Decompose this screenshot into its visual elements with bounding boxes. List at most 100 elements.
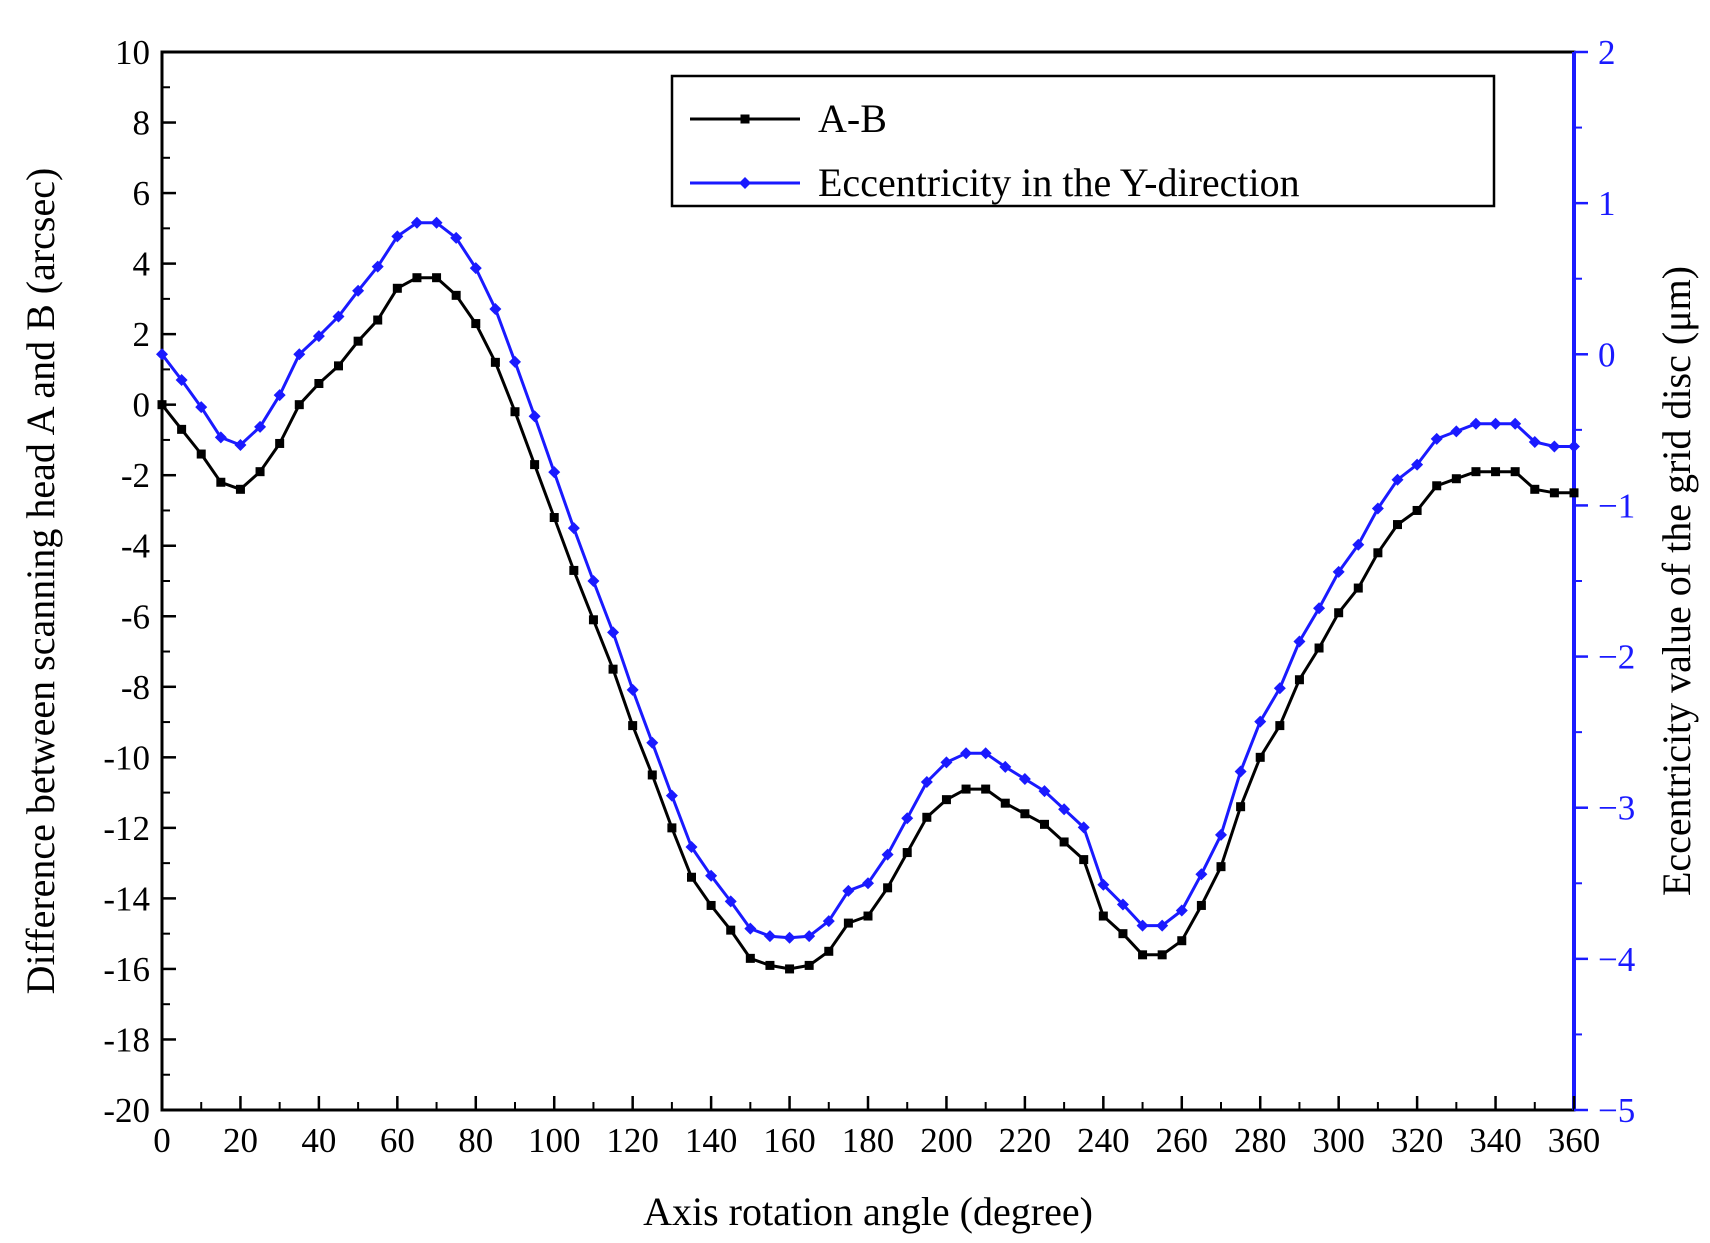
data-point-a-b (451, 290, 461, 300)
data-point-a-b (1510, 467, 1520, 477)
data-point-eccentricity (214, 431, 227, 444)
data-point-a-b (687, 872, 696, 882)
data-point-a-b (745, 953, 755, 963)
data-point-eccentricity (705, 869, 718, 882)
data-point-a-b (471, 319, 481, 329)
data-point-a-b (588, 615, 598, 625)
data-point-eccentricity (862, 877, 874, 890)
data-point-a-b (706, 900, 716, 910)
x-tick-label: 140 (685, 1121, 738, 1160)
data-point-a-b (432, 273, 442, 283)
x-tick-label: 60 (380, 1121, 415, 1160)
data-point-a-b (785, 964, 795, 974)
data-point-a-b (1471, 467, 1481, 477)
data-point-a-b (902, 848, 912, 858)
data-point-a-b (1314, 643, 1324, 653)
data-point-eccentricity (430, 216, 443, 229)
legend-box (670, 74, 1496, 208)
data-point-a-b (863, 911, 873, 921)
data-point-eccentricity (763, 930, 776, 943)
legend-label: Eccentricity in the Y-direction (818, 160, 1300, 205)
data-point-eccentricity (1411, 458, 1424, 471)
data-point-eccentricity (254, 420, 267, 433)
x-tick-label: 20 (223, 1121, 258, 1160)
data-point-eccentricity (1352, 538, 1365, 551)
data-point-a-b (1098, 911, 1108, 921)
data-point-eccentricity (1195, 868, 1208, 881)
data-point-a-b (961, 784, 971, 794)
data-point-eccentricity (450, 231, 463, 244)
data-point-eccentricity (587, 575, 600, 587)
data-point-a-b (216, 477, 226, 487)
data-point-eccentricity (1568, 440, 1580, 453)
data-point-a-b (1491, 467, 1501, 477)
data-point-a-b (765, 960, 775, 970)
data-point-eccentricity (1548, 440, 1561, 453)
data-point-eccentricity (1077, 821, 1090, 834)
data-point-eccentricity (626, 683, 639, 696)
data-point-a-b (1059, 837, 1069, 847)
data-point-eccentricity (234, 438, 247, 451)
data-point-eccentricity (1018, 772, 1031, 785)
data-point-eccentricity (1469, 417, 1482, 430)
data-point-a-b (412, 273, 422, 283)
data-point-a-b (1255, 752, 1265, 762)
data-point-eccentricity (999, 760, 1012, 773)
y-right-tick-label: −4 (1598, 940, 1635, 979)
y-left-tick-label: 4 (133, 245, 151, 284)
y-left-tick-label: 8 (133, 104, 151, 143)
y-right-tick-label: −3 (1598, 789, 1635, 828)
x-tick-label: 200 (920, 1121, 973, 1160)
x-tick-label: 300 (1312, 1121, 1365, 1160)
data-point-eccentricity (1038, 785, 1051, 798)
data-point-eccentricity (1430, 432, 1443, 445)
right-y-axis-title: Eccentricity value of the grid disc (μm) (1654, 266, 1699, 896)
x-tick-label: 220 (999, 1121, 1052, 1160)
y-left-tick-label: -20 (103, 1091, 150, 1130)
data-point-eccentricity (273, 389, 286, 402)
data-point-eccentricity (724, 895, 737, 908)
data-point-a-b (1216, 862, 1226, 872)
data-point-eccentricity (646, 736, 659, 749)
data-point-a-b (334, 361, 343, 371)
data-point-eccentricity (1509, 417, 1522, 430)
data-point-a-b (353, 336, 363, 346)
left-y-axis: 10 8 6 4 2 0 -2 -4 -6 -8 -10 -12 -14 -16 -18 -20 (103, 33, 176, 1130)
data-point-eccentricity (842, 884, 855, 897)
y-left-tick-label: -18 (103, 1020, 150, 1059)
data-point-eccentricity (783, 931, 796, 944)
data-point-eccentricity (175, 373, 188, 386)
x-tick-label: 40 (301, 1121, 336, 1160)
y-right-tick-label: −2 (1598, 638, 1635, 677)
y-right-tick-label: 2 (1598, 33, 1616, 72)
data-point-eccentricity (293, 348, 306, 361)
x-tick-label: 160 (763, 1121, 816, 1160)
data-point-a-b (667, 823, 677, 833)
legend-item-a-b: A-B (690, 96, 887, 141)
data-point-eccentricity (1273, 682, 1286, 695)
x-tick-label: 80 (458, 1121, 493, 1160)
data-point-eccentricity (1234, 765, 1247, 778)
data-point-eccentricity (410, 216, 423, 229)
data-point-eccentricity (803, 930, 816, 943)
data-point-eccentricity (156, 348, 168, 361)
data-point-eccentricity (509, 355, 521, 368)
data-point-eccentricity (665, 789, 678, 802)
data-point-a-b (1530, 484, 1540, 494)
data-point-a-b (647, 770, 657, 780)
data-point-eccentricity (1116, 898, 1129, 911)
data-point-a-b (1569, 488, 1579, 498)
data-point-a-b (1079, 855, 1089, 865)
data-point-a-b (314, 379, 324, 389)
data-point-eccentricity (528, 410, 541, 423)
data-point-eccentricity (881, 848, 894, 861)
data-point-eccentricity (548, 466, 561, 479)
data-point-a-b (941, 795, 951, 805)
x-tick-label: 120 (606, 1121, 659, 1160)
data-point-a-b (255, 467, 265, 477)
data-point-a-b (628, 721, 638, 731)
data-point-eccentricity (920, 776, 933, 789)
y-left-tick-label: 10 (115, 33, 150, 72)
data-point-a-b (922, 812, 932, 822)
